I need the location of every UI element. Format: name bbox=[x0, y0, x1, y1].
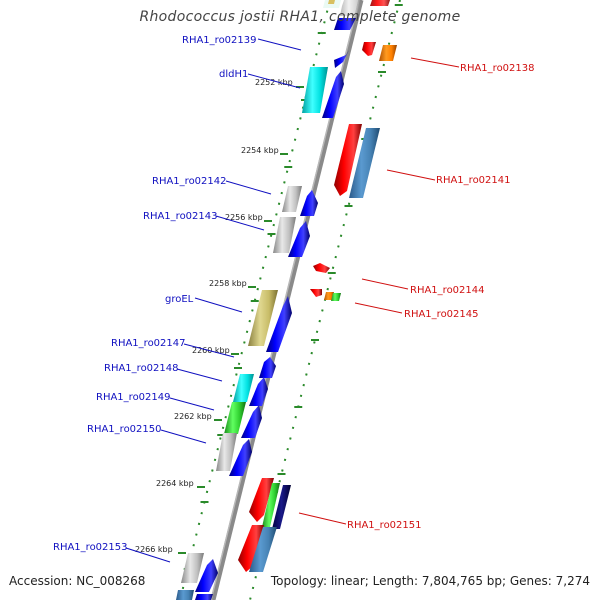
gene-ro02151-arrow[interactable] bbox=[249, 478, 274, 522]
gene-ro02139-cap[interactable] bbox=[334, 18, 356, 30]
gene-ro02145-arrow[interactable] bbox=[310, 289, 322, 297]
gene-label-ro02150[interactable]: RHA1_ro02150 bbox=[87, 424, 162, 435]
gene-ro02149-box[interactable] bbox=[224, 402, 246, 434]
topology-text: Topology: linear; Length: 7,804,765 bp; … bbox=[270, 574, 590, 588]
gene-label-ro02151[interactable]: RHA1_ro02151 bbox=[347, 520, 422, 531]
accession-text: Accession: NC_008268 bbox=[9, 574, 146, 588]
scale-label-2256: 2256 kbp bbox=[225, 213, 263, 222]
gene-ro02141-box[interactable] bbox=[349, 128, 380, 198]
scale-label-2258: 2258 kbp bbox=[209, 279, 247, 288]
gene-dldH1-box[interactable] bbox=[302, 67, 328, 113]
gene-ro02147-arrow[interactable] bbox=[259, 357, 276, 378]
top-clipped-genes bbox=[323, 0, 390, 16]
gene-ro02145-box-a[interactable] bbox=[324, 292, 334, 300]
scale-label-2254: 2254 kbp bbox=[241, 146, 279, 155]
gene-dldH1-arrow[interactable] bbox=[322, 71, 344, 118]
gene-ro02152-arrow[interactable] bbox=[238, 525, 264, 572]
gene-ro02141-arrow[interactable] bbox=[334, 124, 362, 196]
scale-label-2264: 2264 kbp bbox=[156, 479, 194, 488]
gene-ro02142-arrow[interactable] bbox=[300, 190, 318, 216]
gene-ro02150-arrow[interactable] bbox=[229, 439, 252, 476]
forward-genes bbox=[176, 18, 356, 600]
gene-ro02148-arrow[interactable] bbox=[249, 377, 268, 406]
gene-ro02152-box[interactable] bbox=[249, 527, 277, 572]
gene-bottom-clipped-2 bbox=[195, 594, 213, 600]
gene-ro02153-arrow[interactable] bbox=[195, 559, 218, 592]
gene-bottom-clipped bbox=[176, 590, 194, 600]
gene-ro02149-arrow[interactable] bbox=[241, 405, 262, 438]
gene-ro02143-box[interactable] bbox=[273, 217, 296, 253]
gene-groEL-box[interactable] bbox=[248, 290, 278, 346]
gene-label-ro02143[interactable]: RHA1_ro02143 bbox=[143, 211, 218, 222]
gene-ro02145-box-b[interactable] bbox=[331, 293, 341, 301]
gene-ro02144-arrow[interactable] bbox=[313, 263, 330, 273]
gene-ro02139-arrow[interactable] bbox=[334, 50, 349, 68]
gene-label-groEL[interactable]: groEL bbox=[165, 294, 194, 305]
gene-labels-forward: RHA1_ro02139 dldH1 RHA1_ro02142 RHA1_ro0… bbox=[53, 35, 257, 553]
gene-ro02138-arrow[interactable] bbox=[362, 42, 376, 56]
gene-ro02138-box[interactable] bbox=[379, 45, 397, 61]
scale-label-2266: 2266 kbp bbox=[135, 545, 173, 554]
gene-label-ro02141[interactable]: RHA1_ro02141 bbox=[436, 175, 511, 186]
gene-ro02151-box-a[interactable] bbox=[262, 483, 280, 527]
gene-label-ro02148[interactable]: RHA1_ro02148 bbox=[104, 363, 179, 374]
gene-ro02150-box[interactable] bbox=[216, 433, 237, 471]
gene-label-ro02139[interactable]: RHA1_ro02139 bbox=[182, 35, 257, 46]
label-leaders-right bbox=[298, 57, 460, 525]
gene-ro02142-box[interactable] bbox=[282, 186, 302, 212]
scale-label-2252: 2252 kbp bbox=[255, 78, 293, 87]
gene-label-ro02147[interactable]: RHA1_ro02147 bbox=[111, 338, 186, 349]
gene-label-dldH1[interactable]: dldH1 bbox=[219, 69, 248, 80]
gene-ro02151-box-b[interactable] bbox=[272, 485, 291, 529]
gene-ro02153-box[interactable] bbox=[181, 553, 204, 583]
genome-title: Rhodococcus jostii RHA1, complete genome bbox=[139, 9, 461, 25]
gene-label-ro02145[interactable]: RHA1_ro02145 bbox=[404, 309, 479, 320]
gene-label-ro02153[interactable]: RHA1_ro02153 bbox=[53, 542, 128, 553]
gene-label-ro02142[interactable]: RHA1_ro02142 bbox=[152, 176, 227, 187]
scale-label-leaders bbox=[178, 86, 304, 554]
scale-label-2262: 2262 kbp bbox=[174, 412, 212, 421]
gene-groEL-arrow[interactable] bbox=[266, 296, 292, 352]
reverse-genes bbox=[238, 42, 397, 572]
gene-labels-reverse: RHA1_ro02138 RHA1_ro02141 RHA1_ro02144 R… bbox=[347, 63, 535, 531]
label-leaders-left bbox=[125, 38, 302, 563]
gene-label-ro02149[interactable]: RHA1_ro02149 bbox=[96, 392, 171, 403]
gene-ro02143-arrow[interactable] bbox=[288, 221, 310, 257]
gene-label-ro02138[interactable]: RHA1_ro02138 bbox=[460, 63, 535, 74]
gene-ro02148-box[interactable] bbox=[233, 374, 254, 402]
gene-label-ro02144[interactable]: RHA1_ro02144 bbox=[410, 285, 485, 296]
